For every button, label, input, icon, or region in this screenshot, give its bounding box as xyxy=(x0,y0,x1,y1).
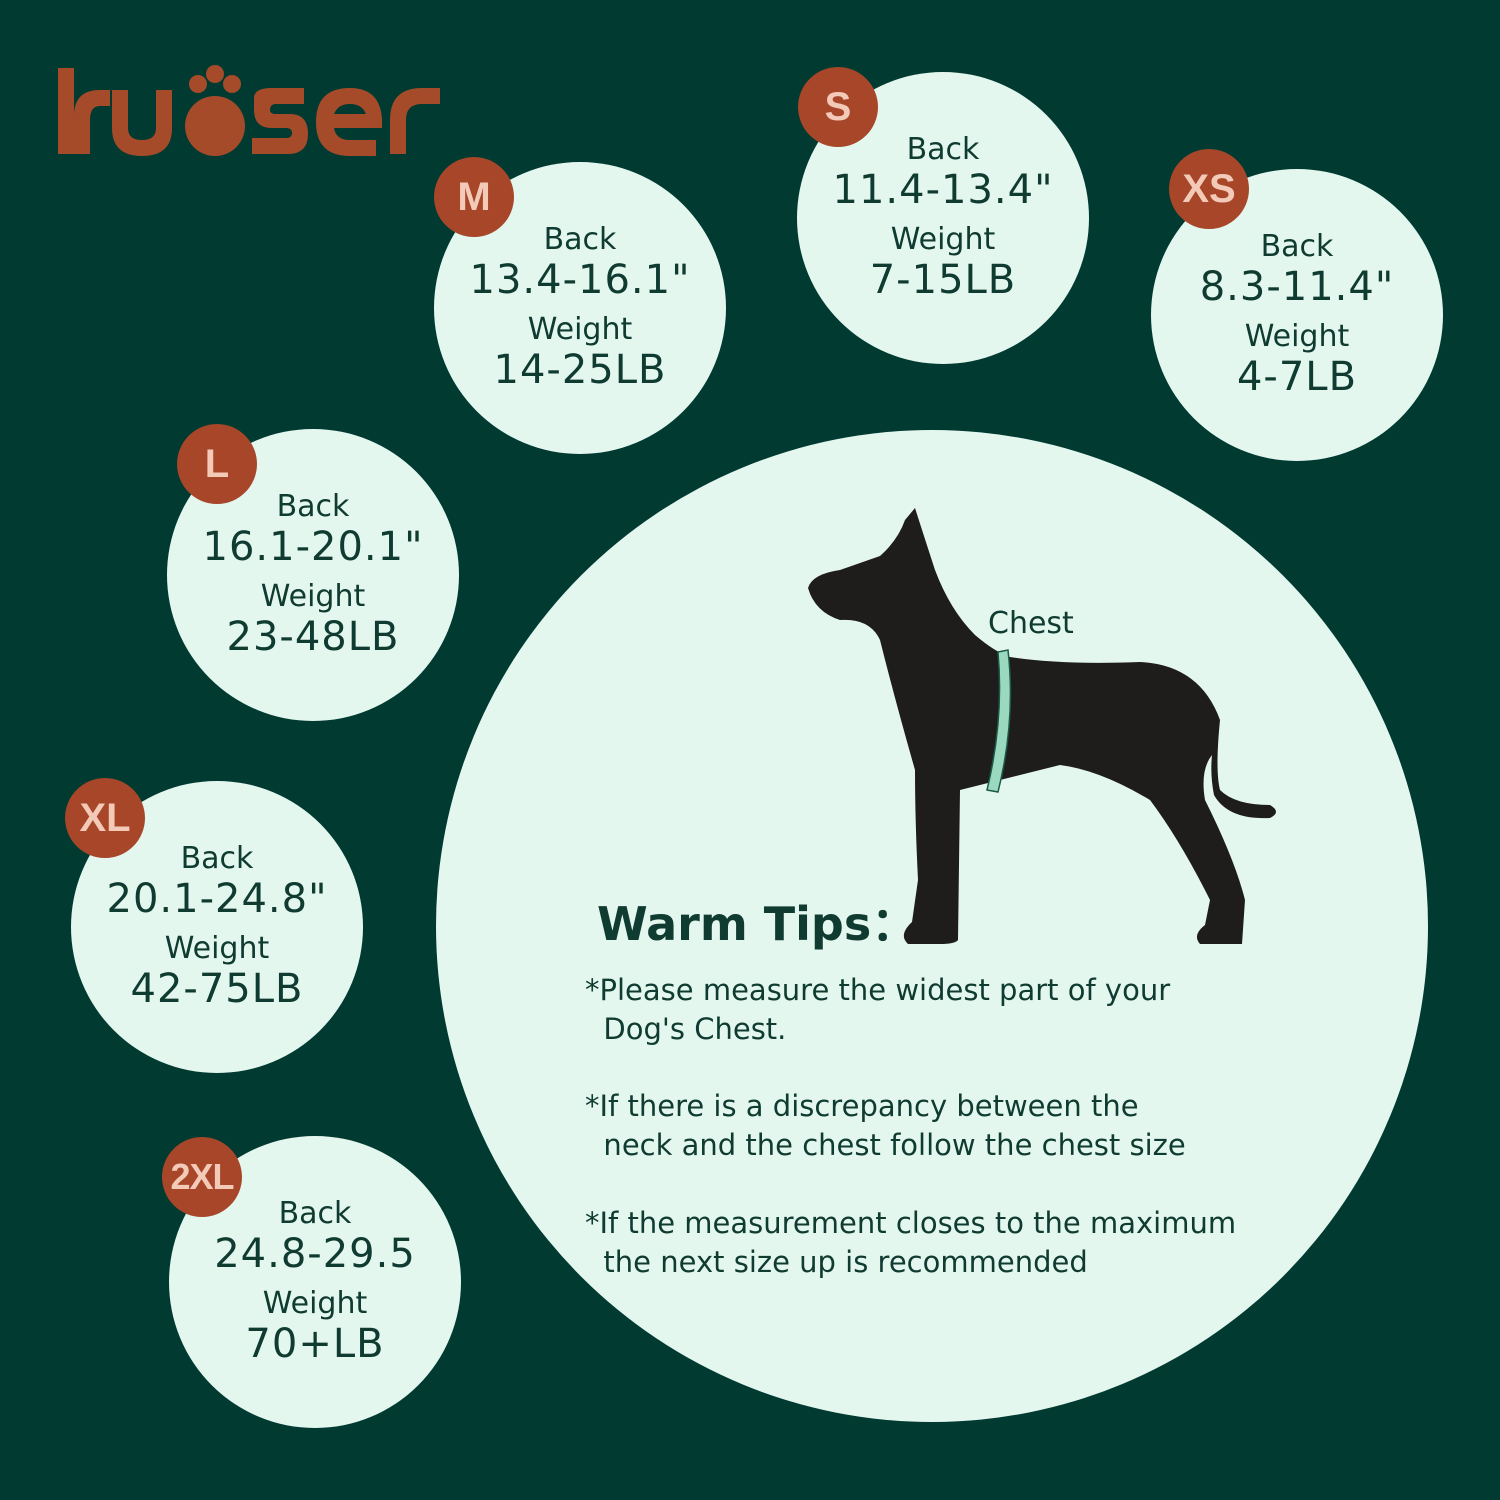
size-badge-xs: XS xyxy=(1169,149,1249,229)
back-value: 8.3-11.4" xyxy=(1199,264,1395,310)
weight-value: 4-7LB xyxy=(1236,354,1358,400)
weight-value: 7-15LB xyxy=(869,257,1017,303)
weight-label: Weight xyxy=(164,931,270,966)
measuring-tape-icon xyxy=(986,649,1012,793)
back-label: Back xyxy=(278,1196,352,1231)
tip-item: *If there is a discrepancy between the n… xyxy=(585,1089,1186,1162)
back-value: 24.8-29.5 xyxy=(214,1231,416,1277)
weight-label: Weight xyxy=(890,222,996,257)
size-badge-s: S xyxy=(798,67,878,147)
back-label: Back xyxy=(180,841,254,876)
weight-value: 42-75LB xyxy=(130,966,304,1012)
weight-value: 14-25LB xyxy=(493,347,667,393)
size-badge-xl: XL xyxy=(65,778,145,858)
back-value: 16.1-20.1" xyxy=(202,524,424,570)
weight-value: 70+LB xyxy=(245,1321,385,1367)
kuoser-logo-icon xyxy=(58,65,440,156)
size-badge-l: L xyxy=(177,424,257,504)
weight-label: Weight xyxy=(527,312,633,347)
back-label: Back xyxy=(543,222,617,257)
size-badge-m: M xyxy=(434,157,514,237)
weight-label: Weight xyxy=(1244,319,1350,354)
chest-label: Chest xyxy=(988,606,1074,641)
tip-item: *Please measure the widest part of your … xyxy=(585,973,1171,1046)
tip-item: *If the measurement closes to the maximu… xyxy=(585,1206,1237,1279)
back-label: Back xyxy=(906,132,980,167)
weight-label: Weight xyxy=(260,579,366,614)
back-value: 11.4-13.4" xyxy=(832,167,1054,213)
size-card-m: Back 13.4-16.1" Weight 14-25LB xyxy=(434,162,726,454)
brand-logo xyxy=(54,50,444,164)
back-value: 13.4-16.1" xyxy=(469,257,691,303)
size-badge-2xl: 2XL xyxy=(162,1137,242,1217)
back-value: 20.1-24.8" xyxy=(106,876,328,922)
tips-title: Warm Tips： xyxy=(597,897,918,951)
weight-value: 23-48LB xyxy=(226,614,400,660)
back-label: Back xyxy=(276,489,350,524)
weight-label: Weight xyxy=(262,1286,368,1321)
back-label: Back xyxy=(1260,229,1334,264)
